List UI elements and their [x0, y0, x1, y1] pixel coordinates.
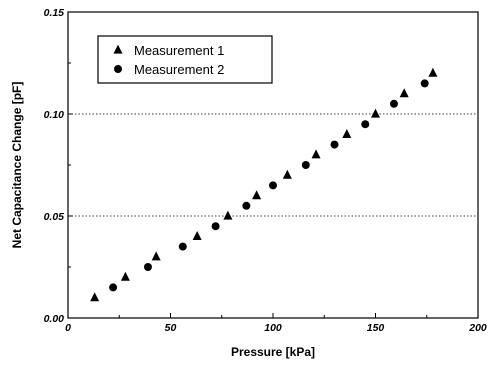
x-tick-label-3: 150 [367, 322, 385, 334]
series-1-point-8 [311, 149, 321, 159]
series-1-point-12 [428, 67, 438, 77]
points-layer [90, 67, 438, 302]
legend-marker-2 [114, 65, 122, 73]
series-2-point-5 [242, 201, 251, 210]
x-tick-label-1: 50 [165, 322, 177, 334]
series-2-point-9 [361, 120, 370, 129]
series-2-point-6 [269, 181, 277, 190]
y-tick-label-0: 0.00 [44, 313, 65, 325]
series-1-point-9 [342, 129, 352, 138]
series-1-point-11 [399, 88, 409, 98]
legend-box [97, 35, 273, 84]
y-tick-label-3: 0.15 [44, 7, 65, 19]
y-axis-title: Net Capacitance Change [pF] [10, 82, 24, 249]
series-1-point-1 [90, 292, 100, 302]
series-2-point-2 [143, 263, 152, 271]
series-1-point-2 [120, 271, 130, 281]
x-tick-label-4: 200 [468, 322, 487, 334]
series-1-point-5 [223, 210, 233, 220]
series-2-point-8 [330, 140, 339, 149]
series-2-point-7 [301, 161, 310, 169]
series-2-point-10 [389, 99, 398, 108]
axes-layer: 0 50 100 150 200 0.00 0.05 0.10 0.15 [44, 7, 487, 334]
series-1-point-10 [371, 108, 380, 118]
legend: Measurement 1 Measurement 2 [97, 35, 273, 84]
series-1-point-7 [282, 169, 292, 179]
grid-layer [68, 113, 478, 217]
legend-marker-1 [113, 44, 123, 54]
series-2-point-11 [420, 79, 429, 88]
series-1-point-6 [252, 190, 262, 200]
legend-label-1: Measurement 1 [134, 43, 224, 58]
series-2-point-1 [109, 283, 118, 292]
series-1-point-3 [151, 251, 161, 261]
series-2-point-4 [211, 222, 220, 231]
series-2-point-3 [178, 242, 187, 251]
series-1-point-4 [192, 231, 202, 240]
x-tick-label-0: 0 [65, 322, 71, 334]
x-axis-title: Pressure [kPa] [231, 345, 315, 359]
y-tick-label-2: 0.10 [44, 109, 65, 121]
x-tick-label-2: 100 [264, 322, 282, 334]
y-tick-label-1: 0.05 [44, 211, 65, 223]
legend-label-2: Measurement 2 [134, 62, 224, 77]
